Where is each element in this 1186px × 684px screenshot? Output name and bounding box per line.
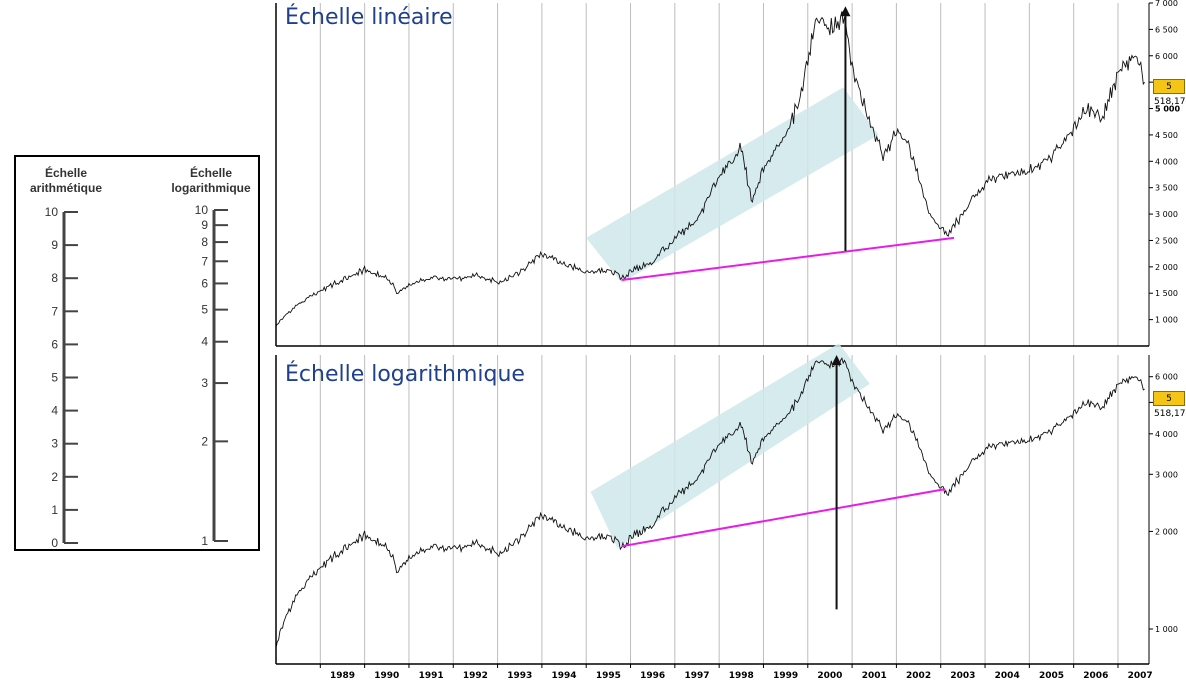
linear-y-tick-label: 6 000 — [1155, 52, 1178, 61]
log-scale-tick-label: 1 — [201, 534, 208, 548]
arithmetic-scale-tick-label: 3 — [51, 437, 58, 451]
log-y-tick-label: 1 000 — [1155, 625, 1178, 634]
arithmetic-scale-tick-label: 10 — [45, 205, 59, 219]
linear-index-price-line — [275, 11, 1145, 327]
linear-scale-chart: 1 000 1 500 2 000 2 500 3 000 3 500 4 000 4 500… — [275, 0, 1186, 350]
log-x-tick-label: 1992 — [463, 671, 488, 681]
linear-y-tick-label: 4 000 — [1155, 157, 1178, 166]
log-x-tick-label: 2006 — [1083, 671, 1108, 681]
log-x-tick-label: 1993 — [507, 671, 532, 681]
log-scale-tick-label: 5 — [201, 303, 208, 317]
linear-y-tick-label: 2 500 — [1155, 236, 1178, 245]
log-x-tick-label: 1990 — [374, 671, 399, 681]
linear-y-tick-label: 4 500 — [1155, 131, 1178, 140]
log-x-tick-label: 2002 — [906, 671, 931, 681]
linear-y-tick-label: 7 000 — [1155, 0, 1178, 8]
log-x-tick-label: 2005 — [1039, 671, 1064, 681]
arithmetic-scale-tick-label: 5 — [51, 371, 58, 385]
linear-arrow-head — [840, 6, 851, 17]
arithmetic-scale-tick-label: 8 — [51, 271, 58, 285]
arithmetic-scale-title: arithmétique — [30, 181, 102, 195]
linear-y-tick-label: 3 500 — [1155, 184, 1178, 193]
log-y-tick-label: 3 000 — [1155, 470, 1178, 479]
log-scale-tick-label: 7 — [201, 254, 208, 268]
log-scale-tick-label: 6 — [201, 276, 208, 290]
arithmetic-scale-tick-label: 0 — [51, 536, 58, 550]
log-trend-channel — [590, 343, 870, 548]
arithmetic-scale-tick-label: 2 — [51, 470, 58, 484]
log-x-tick-label: 1999 — [773, 671, 798, 681]
arithmetic-scale-title: Échelle — [45, 165, 87, 180]
log-scale-tick-label: 3 — [201, 376, 208, 390]
linear-support-line — [621, 236, 955, 282]
scale-legend-box: Échelle arithmétique Échelle logarithmique 0… — [14, 155, 260, 551]
log-x-tick-label: 2000 — [817, 671, 842, 681]
log-x-tick-label: 2007 — [1128, 671, 1153, 681]
linear-trend-channel — [586, 87, 879, 283]
log-scale-tick-label: 4 — [201, 335, 208, 349]
linear-y-tick-label: 1 000 — [1155, 316, 1178, 325]
log-x-tick-label: 2004 — [995, 671, 1020, 681]
log-scale-tick-label: 2 — [201, 434, 208, 448]
linear-y-tick-label: 1 500 — [1155, 289, 1178, 298]
log-arrow-head — [831, 355, 842, 366]
log-x-tick-label: 1998 — [729, 671, 754, 681]
linear-y-tick-label: 2 000 — [1155, 263, 1178, 272]
log-x-tick-label: 1997 — [684, 671, 709, 681]
arithmetic-scale-tick-label: 6 — [51, 337, 58, 351]
log-scale-tick-label: 9 — [201, 218, 208, 232]
linear-chart-title: Échelle linéaire — [285, 5, 453, 30]
linear-chart-svg: 1 000 1 500 2 000 2 500 3 000 3 500 4 000 4 500… — [275, 0, 1180, 347]
arithmetic-scale-tick-label: 7 — [51, 304, 58, 318]
linear-current-value-badge: 5 518,17 — [1153, 79, 1186, 107]
linear-y-tick-label: 3 000 — [1155, 210, 1178, 219]
log-support-line — [621, 488, 946, 548]
log-scale-tick-label: 10 — [195, 203, 209, 217]
log-scale-title: Échelle — [190, 165, 232, 180]
log-x-tick-label: 1995 — [596, 671, 621, 681]
scale-legend: ÉchellearithmétiqueÉchellelogarithmique0… — [30, 165, 251, 550]
log-x-tick-label: 1996 — [640, 671, 665, 681]
log-scale-title: logarithmique — [171, 181, 251, 195]
arithmetic-scale-tick-label: 1 — [51, 503, 58, 517]
log-x-tick-label: 1994 — [552, 671, 577, 681]
log-index-price-line — [275, 357, 1145, 648]
log-x-tick-label: 1991 — [419, 671, 444, 681]
log-x-tick-label: 1989 — [330, 671, 355, 681]
log-x-tick-label: 2001 — [862, 671, 887, 681]
arithmetic-scale-tick-label: 9 — [51, 238, 58, 252]
log-x-tick-label: 2003 — [950, 671, 975, 681]
log-y-tick-label: 6 000 — [1155, 373, 1178, 382]
log-y-tick-label: 4 000 — [1155, 430, 1178, 439]
log-scale-tick-label: 8 — [201, 235, 208, 249]
arithmetic-scale-tick-label: 4 — [51, 404, 58, 418]
linear-y-tick-label: 6 500 — [1155, 25, 1178, 34]
log-chart-title: Échelle logarithmique — [285, 362, 525, 387]
log-current-value-badge: 5 518,17 — [1153, 391, 1186, 419]
linear-y-tick-label: 5 000 — [1155, 105, 1180, 114]
log-y-tick-label: 2 000 — [1155, 527, 1178, 536]
